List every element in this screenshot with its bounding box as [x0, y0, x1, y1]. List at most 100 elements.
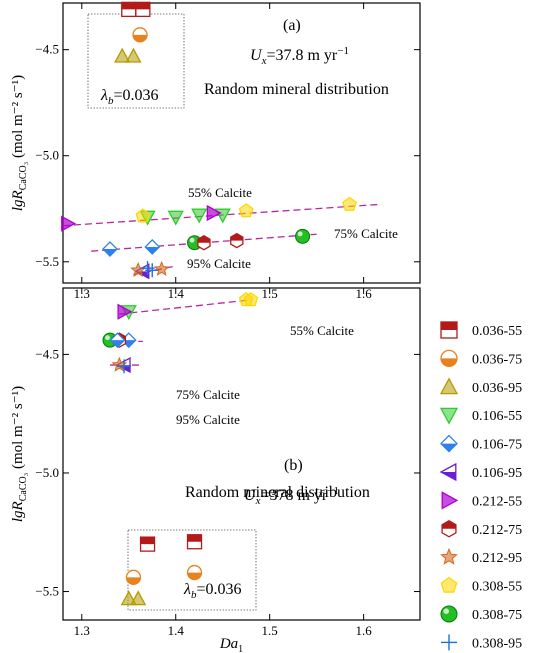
y-axis-label: lgRCaCO₃ (mol m⁻² s⁻¹) — [10, 75, 29, 211]
legend-marker — [440, 576, 458, 593]
calcite-annotation: 55% Calcite — [290, 323, 354, 338]
plot-frame — [62, 2, 421, 284]
data-point — [342, 196, 357, 211]
inset-point — [130, 590, 147, 606]
data-point — [117, 359, 132, 374]
data-point — [167, 210, 184, 226]
trend-line — [119, 299, 251, 315]
legend-marker — [440, 434, 458, 453]
data-point — [206, 204, 222, 222]
legend-label: 0.308-55 — [472, 580, 522, 595]
legend-label: 0.212-95 — [472, 551, 522, 566]
data-point — [117, 303, 133, 320]
data-point — [238, 292, 254, 307]
y-tick-label: −5.0 — [35, 465, 59, 480]
data-point — [238, 203, 254, 218]
legend-label: 0.212-55 — [472, 494, 522, 509]
legend-entry: 0.308-55 — [440, 576, 522, 595]
calcite-annotation: 55% Calcite — [188, 185, 252, 200]
inset-point — [186, 564, 203, 581]
panel-label: (a) — [283, 17, 301, 34]
inset-point — [125, 47, 142, 63]
x-tick-label: 1.6 — [356, 623, 373, 638]
data-point — [295, 228, 311, 244]
legend-entry: 0.308-95 — [441, 634, 522, 651]
y-tick-label: −4.5 — [35, 346, 59, 361]
legend-entry: 0.212-55 — [441, 491, 522, 510]
legend-entry: 0.106-95 — [439, 462, 522, 482]
data-point — [230, 232, 244, 249]
legend-marker — [439, 377, 459, 395]
inset-box — [127, 529, 257, 611]
calcite-annotation: 75% Calcite — [334, 226, 398, 241]
legend-entry: 0.212-75 — [441, 520, 522, 538]
legend-entry: 0.036-75 — [440, 349, 522, 368]
legend-marker — [440, 349, 458, 368]
legend-label: 0.106-75 — [472, 438, 522, 453]
data-point — [144, 239, 161, 255]
inset-point — [114, 47, 131, 63]
legend-marker — [440, 605, 458, 623]
legend-marker — [441, 491, 459, 510]
panel-label: (b) — [284, 457, 303, 474]
legend-marker — [439, 462, 457, 482]
legend-marker — [439, 407, 459, 425]
y-tick-label: −5.0 — [35, 148, 59, 163]
legend-entry: 0.106-75 — [440, 434, 522, 453]
y-axis-label: lgRCaCO₃ (mol m⁻² s⁻¹) — [10, 386, 29, 522]
inset-point — [135, 1, 151, 18]
trend-line — [133, 265, 176, 276]
data-point — [197, 234, 211, 251]
legend-entry: 0.036-95 — [439, 377, 522, 396]
x-tick-label: 1.5 — [262, 623, 278, 638]
legend-label: 0.036-95 — [472, 381, 522, 396]
calcite-annotation: 95% Calcite — [176, 412, 240, 427]
plot-frame — [62, 287, 421, 621]
legend-entry: 0.106-55 — [439, 407, 522, 425]
lambda-label: λb=0.036 — [183, 581, 241, 601]
x-tick-label: 1.4 — [168, 623, 185, 638]
inset-point — [186, 534, 203, 550]
legend-label: 0.308-95 — [472, 636, 522, 651]
x-tick-label: 1.3 — [74, 623, 90, 638]
data-point — [102, 241, 118, 257]
inset-point — [132, 27, 148, 43]
legend-marker — [440, 547, 458, 565]
legend-label: 0.212-75 — [472, 523, 522, 538]
legend-marker — [441, 634, 457, 651]
y-tick-label: −5.5 — [35, 584, 59, 599]
data-point — [135, 208, 151, 223]
legend-label: 0.036-55 — [472, 324, 522, 339]
distribution-label: Random mineral distribution — [185, 484, 370, 501]
y-tick-label: −4.5 — [35, 42, 59, 57]
calcite-annotation: 75% Calcite — [176, 387, 240, 402]
panel-b: 1.3 1.4 1.5 1.6 −4.5 −5.0 −5.5 lgRCaCO₃ (mol m⁻… — [10, 287, 421, 653]
data-point — [109, 332, 126, 349]
calcite-annotation: 95% Calcite — [187, 256, 251, 271]
legend-label: 0.308-75 — [472, 608, 522, 623]
legend-marker — [441, 520, 457, 538]
inset-point — [139, 536, 156, 552]
data-point — [153, 260, 170, 276]
x-axis-label: Da1 — [219, 636, 243, 653]
y-tick-label: −5.5 — [35, 254, 59, 269]
inset-point — [121, 1, 137, 18]
legend-entry: 0.036-55 — [440, 321, 522, 339]
legend-label: 0.106-95 — [472, 466, 522, 481]
data-point — [191, 208, 208, 224]
data-point — [61, 215, 77, 232]
legend-entry: 0.308-75 — [440, 605, 522, 623]
data-point — [140, 261, 155, 276]
legend-label: 0.106-55 — [472, 409, 522, 424]
legend-label: 0.036-75 — [472, 352, 522, 367]
lambda-label: λb=0.036 — [100, 87, 158, 107]
legend-entry: 0.212-95 — [440, 547, 522, 566]
distribution-label: Random mineral distribution — [204, 81, 389, 98]
legend: 0.036-55 0.036-75 0.036-95 0.106-55 0.106-75… — [439, 321, 522, 651]
legend-marker — [440, 321, 458, 339]
velocity-label: Ux=37.8 m yr−1 — [250, 45, 349, 67]
velocity-label: Ux=378 m yr−1 — [244, 485, 339, 507]
inset-point — [125, 569, 142, 585]
